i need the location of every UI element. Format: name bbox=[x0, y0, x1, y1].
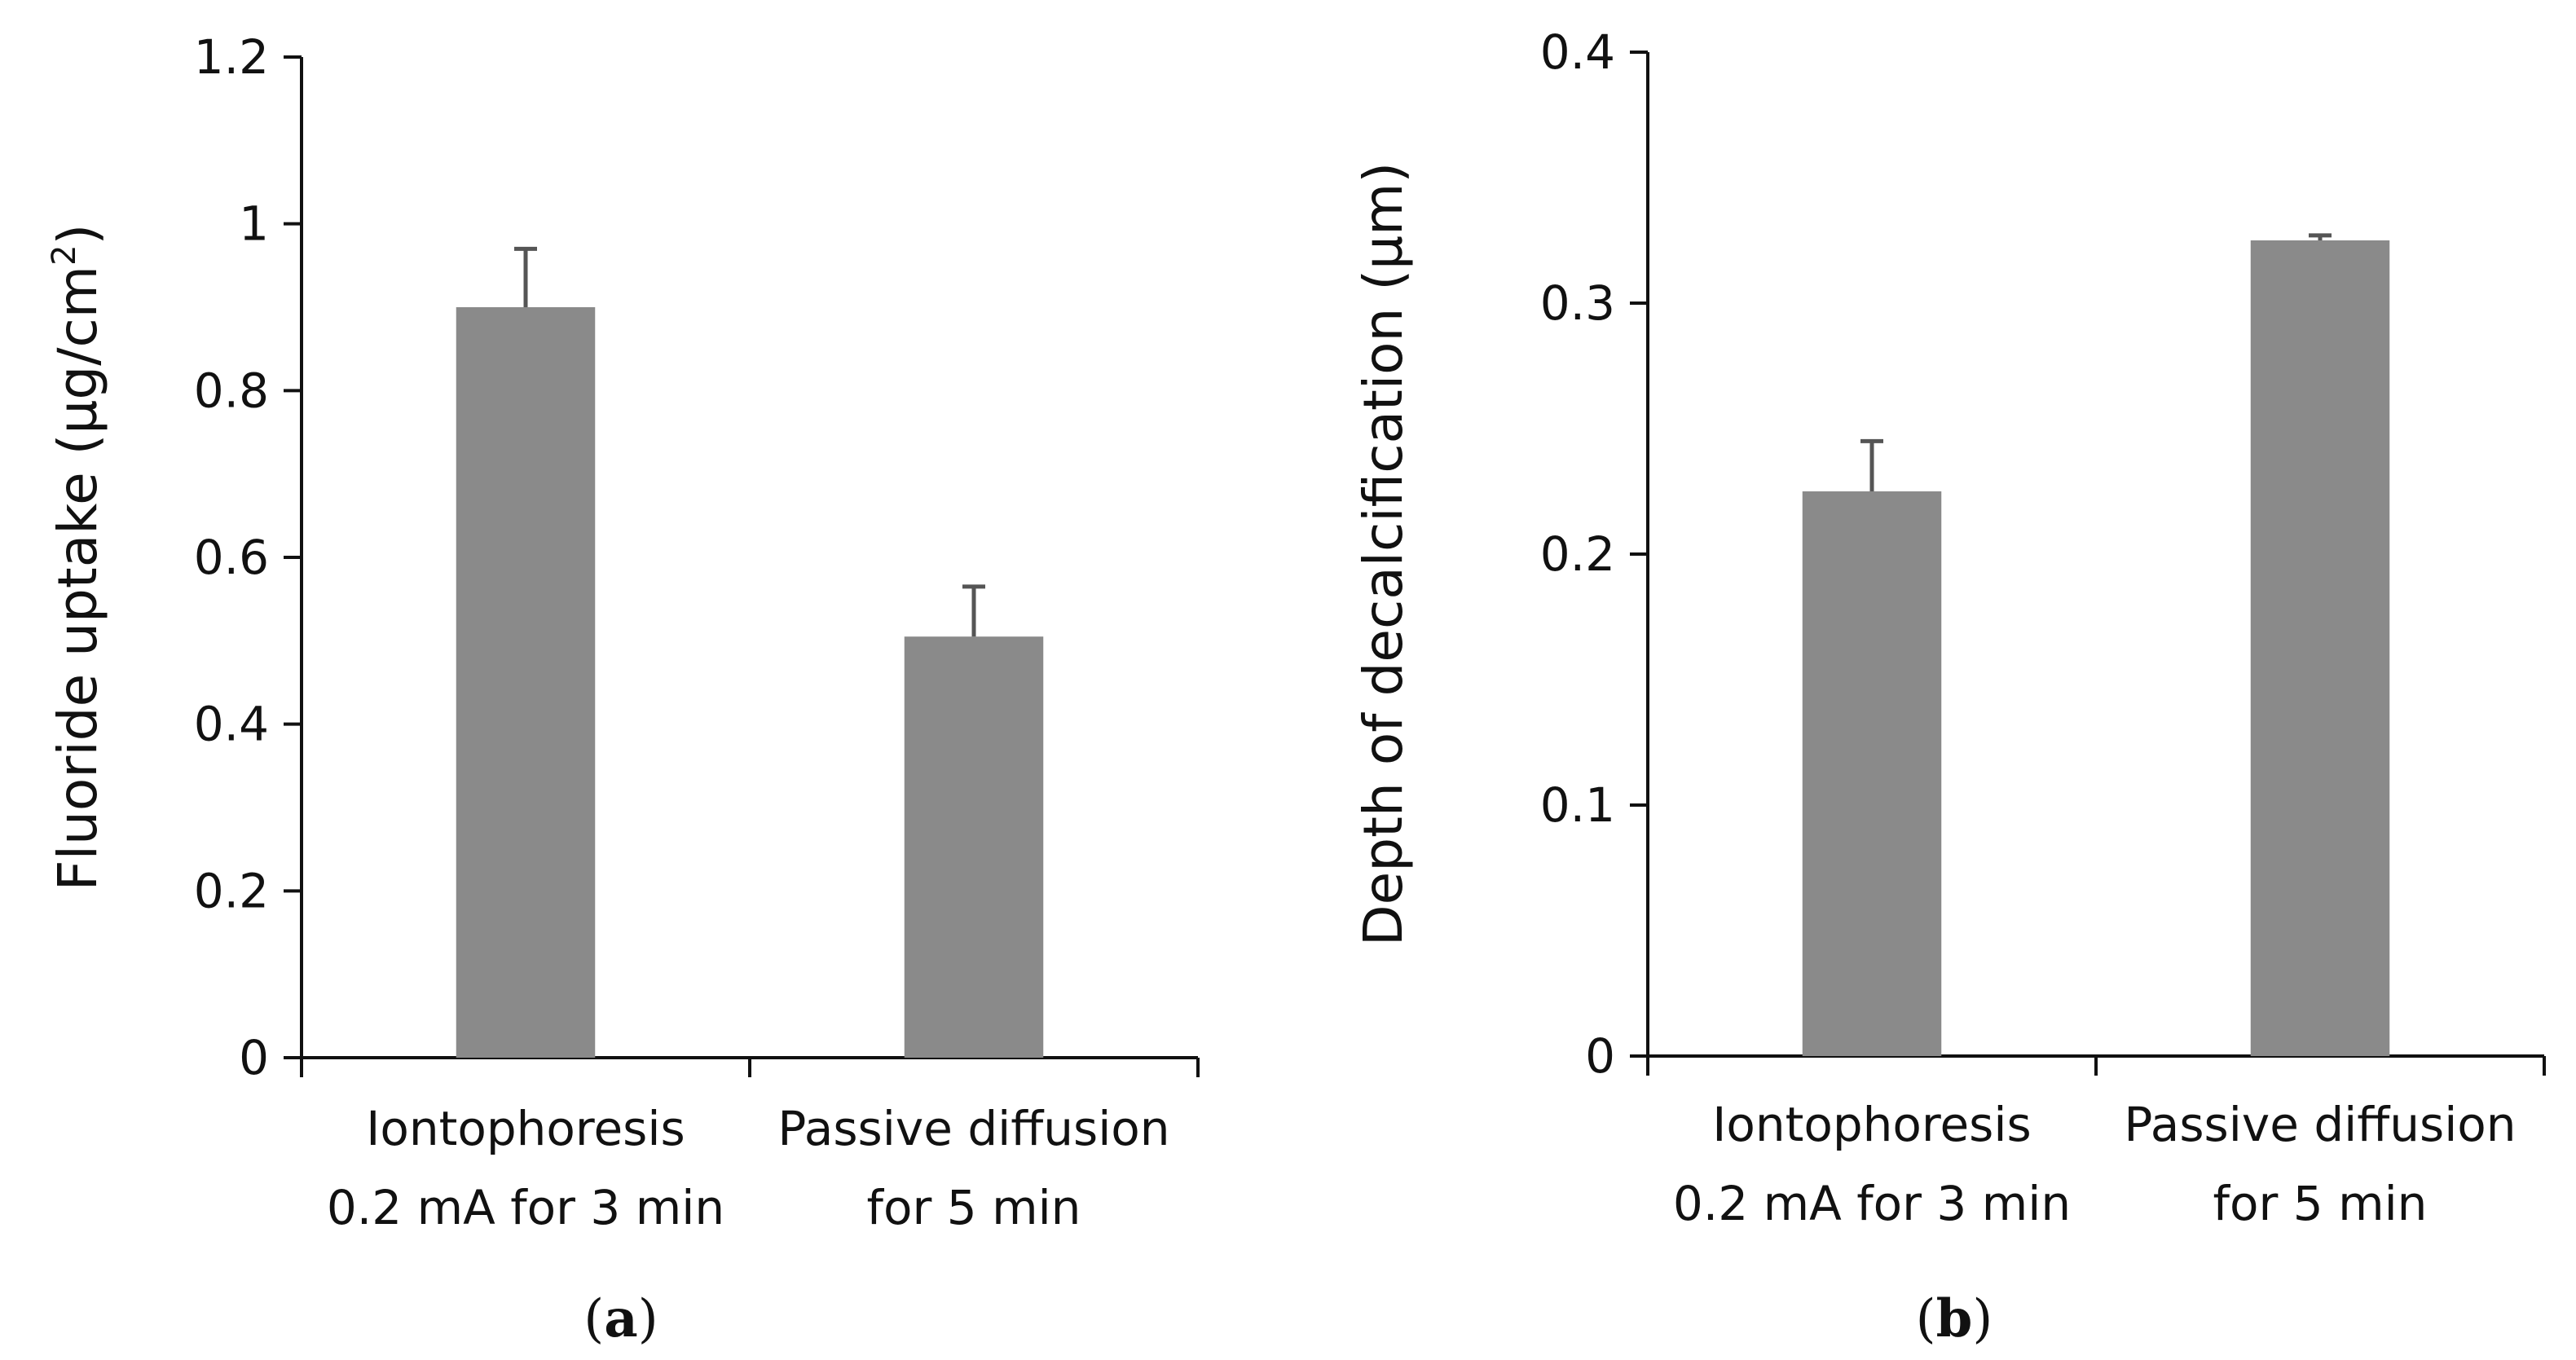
x-category-label: 0.2 mA for 3 min bbox=[1673, 1176, 2071, 1231]
y-tick-label: 0.2 bbox=[194, 863, 269, 918]
y-axis-title: Depth of decalcification (µm) bbox=[1352, 162, 1415, 946]
y-tick-label: 0 bbox=[239, 1030, 269, 1085]
x-category-label: Passive diffusion bbox=[777, 1101, 1169, 1156]
x-category-label: 0.2 mA for 3 min bbox=[327, 1180, 724, 1235]
bar bbox=[456, 307, 596, 1058]
y-tick-label: 1 bbox=[239, 196, 269, 252]
x-category-label: for 5 min bbox=[2213, 1176, 2428, 1231]
y-tick-label: 1.2 bbox=[194, 29, 269, 85]
chart-panel-b: 0 0.1 0.2 0.3 0.4 Iontophoresis 0.2 mA for 3 m… bbox=[1352, 24, 2546, 1349]
x-category-label: Iontophoresis bbox=[1712, 1097, 2031, 1152]
y-tick-label: 0.6 bbox=[194, 530, 269, 585]
panel-label: (a) bbox=[583, 1288, 658, 1349]
y-tick-label: 0 bbox=[1585, 1028, 1615, 1084]
y-tick-label: 0.4 bbox=[194, 697, 269, 752]
bar bbox=[1802, 491, 1942, 1056]
x-category-label: Iontophoresis bbox=[366, 1101, 685, 1156]
panel-label: (b) bbox=[1916, 1288, 1993, 1349]
y-tick-label: 0.8 bbox=[194, 363, 269, 418]
y-tick-label: 0.1 bbox=[1540, 777, 1615, 833]
chart-panel-a: 0 0.2 0.4 0.6 0.8 1 1.2 Iontophoresis 0.2 mA for… bbox=[46, 29, 1200, 1349]
bar bbox=[904, 636, 1044, 1058]
bar bbox=[2250, 240, 2390, 1056]
y-tick-label: 0.4 bbox=[1540, 24, 1615, 80]
x-category-label: Passive diffusion bbox=[2124, 1097, 2516, 1152]
y-axis-title: Fluoride uptake (µg/cm2) bbox=[46, 224, 109, 891]
y-tick-label: 0.2 bbox=[1540, 526, 1615, 582]
y-tick-label: 0.3 bbox=[1540, 275, 1615, 331]
x-category-label: for 5 min bbox=[867, 1180, 1081, 1235]
